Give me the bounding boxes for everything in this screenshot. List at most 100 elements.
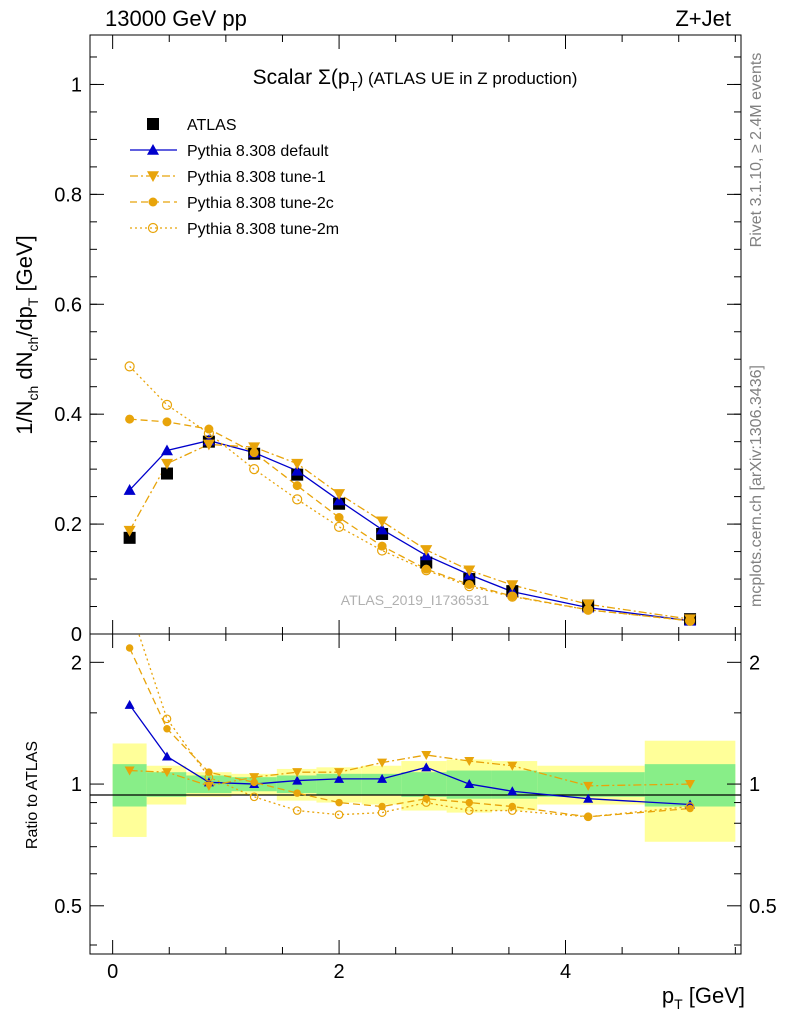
pythia-8-308-tune-1-ratio-point [464, 757, 475, 767]
pythia-8-308-tune-1-ratio-point [124, 766, 135, 776]
legend-label-pythia-8-308-tune-1: Pythia 8.308 tune-1 [187, 169, 326, 186]
mcplots-label: mcplots.cern.ch [arXiv:1306.3436] [748, 365, 765, 607]
pythia-8-308-tune-2m-ratio-point [421, 798, 431, 807]
pythia-8-308-tune-2m-ratio-point [204, 772, 214, 782]
pythia-8-308-default-ratio-point [507, 786, 518, 796]
pythia-8-308-tune-1-point [160, 458, 173, 470]
pythia-8-308-tune-2m-ratio-point [334, 810, 344, 820]
pythia-8-308-tune-2m-ratio-point [583, 812, 593, 822]
chart-title: Scalar Σ(pT) (ATLAS UE in Z production) [253, 66, 578, 94]
main-series-lines [129, 365, 691, 622]
pythia-8-308-default-ratio-point [124, 699, 135, 709]
pythia-8-308-tune-1-ratio-point [334, 768, 345, 778]
pythia-8-308-tune-2m-point [161, 399, 173, 410]
pythia-8-308-tune-1-point [376, 516, 389, 528]
main-y-tick-label: 1 [71, 74, 82, 96]
pythia-8-308-tune-1-ratio-point [203, 781, 214, 791]
legend-marker-pythia-8-308-tune-1 [147, 171, 159, 182]
ratio-y-tick-label: 0.5 [54, 896, 82, 918]
pythia-8-308-tune-2m-ratio-point [507, 806, 517, 815]
pythia-8-308-tune-2m-point [464, 581, 475, 592]
ratio-y-axis-label: Ratio to ATLAS [24, 741, 41, 849]
pythia-8-308-default-ratio-point [583, 793, 594, 803]
pythia-8-308-tune-2c-ratio-point [335, 798, 343, 807]
main-series-markers [123, 361, 697, 626]
ratio-inner-band [401, 772, 447, 797]
main-panel: 0 0.2 0.4 0.6 0.8 1 ATLAS_2019_I1736531 Scala… [12, 34, 742, 646]
pythia-8-308-tune-2m-point [583, 604, 594, 615]
x-axis-label-main: p [662, 983, 674, 1008]
pythia-8-308-tune-1-ratio-point [292, 768, 303, 778]
chart-watermark: ATLAS_2019_I1736531 [341, 592, 490, 608]
pythia-8-308-default-ratio-point [334, 773, 345, 783]
pythia-8-308-tune-2c-ratio-point [125, 644, 134, 652]
legend-marker-pythia-8-308-default [147, 144, 159, 155]
pythia-8-308-tune-1-ratio-point [583, 781, 594, 791]
pythia-8-308-default-ratio-point [377, 773, 388, 783]
main-y-tick-label: 0.2 [54, 514, 82, 536]
pythia-8-308-tune-2c-point [162, 417, 172, 427]
y-axis-label: 1/Nch dNch/dpT [GeV] [12, 235, 41, 435]
ratio-y-tick-label: 2 [71, 652, 82, 674]
pythia-8-308-tune-2c-ratio-point [378, 802, 386, 811]
ratio-panel-frame [89, 633, 742, 955]
pythia-8-308-tune-1-ratio-point [377, 758, 388, 768]
x-axis-label-unit: [GeV] [683, 983, 745, 1008]
pythia-8-308-tune-2c-point [421, 564, 431, 574]
pythia-8-308-tune-2c-ratio-point [163, 725, 171, 733]
ratio-series-markers [124, 603, 696, 822]
pythia-8-308-tune-1-point [506, 580, 519, 592]
pythia-8-308-tune-2m-line [129, 365, 691, 622]
pythia-8-308-default-ratio-point [421, 762, 432, 772]
pythia-8-308-tune-1-ratio-point [685, 780, 696, 790]
main-y-tick-label: 0.8 [54, 184, 82, 206]
atlas-point [123, 531, 136, 544]
pythia-8-308-tune-2m-ratio-point [126, 603, 134, 611]
chart-legend: ATLAS Pythia 8.308 default Pythia 8.308 tu… [130, 117, 339, 238]
pythia-8-308-tune-2m-point [684, 615, 696, 626]
pythia-8-308-tune-2m-ratio-point [464, 806, 474, 815]
pythia-8-308-tune-1-point [291, 458, 304, 470]
ratio-series-lines [129, 634, 691, 818]
legend-marker-pythia-8-308-tune-2m [147, 222, 159, 234]
x-tick-label: 2 [334, 961, 345, 983]
pythia-8-308-default-line [129, 439, 691, 622]
chart-title-suffix: ) (ATLAS UE in Z production) [358, 69, 578, 88]
pythia-8-308-tune-2m-point [249, 464, 260, 475]
ratio-y-tick-label-right: 1 [749, 774, 760, 796]
x-tick-label: 0 [107, 961, 118, 983]
pythia-8-308-tune-1-ratio-line [129, 754, 691, 787]
pythia-8-308-default-point [160, 444, 173, 456]
ratio-y-tick-label-right: 0.5 [749, 896, 777, 918]
pythia-8-308-default-point [291, 464, 304, 476]
pythia-8-308-tune-2m-point [292, 494, 303, 505]
pythia-8-308-tune-1-ratio-point [421, 750, 432, 760]
pythia-8-308-tune-2m-point [377, 545, 388, 556]
pythia-8-308-tune-2c-point [507, 591, 517, 601]
legend-marker-atlas [147, 118, 159, 130]
pythia-8-308-tune-1-ratio-point [161, 768, 172, 778]
legend-label-pythia-8-308-default: Pythia 8.308 default [187, 143, 329, 160]
pythia-8-308-tune-2c-ratio-point [465, 798, 474, 807]
legend-label-atlas: ATLAS [187, 117, 237, 134]
pythia-8-308-default-point [376, 523, 389, 535]
main-y-tick-label: 0.4 [54, 404, 82, 426]
pythia-8-308-default-point [123, 484, 136, 495]
pythia-8-308-tune-2m-point [333, 521, 345, 532]
pythia-8-308-tune-2c-point [125, 414, 135, 424]
chart-title-sub: T [350, 79, 358, 94]
pythia-8-308-tune-1-point [333, 489, 346, 500]
atlas-point [160, 467, 173, 480]
pythia-8-308-tune-2c-point [334, 512, 344, 522]
ratio-axes: 0.5 0.5 1 1 2 2 0 2 4 [54, 634, 777, 983]
pythia-8-308-default-ratio-line [129, 704, 691, 806]
pythia-8-308-tune-2m-point [421, 565, 432, 576]
x-axis-label-sub: T [674, 996, 683, 1012]
pythia-8-308-tune-2c-point [249, 448, 259, 458]
rivet-version-label: Rivet 3.1.10, ≥ 2.4M events [748, 53, 765, 248]
chart-title-prefix: Scalar Σ(p [253, 66, 350, 89]
main-y-axis: 0 0.2 0.4 0.6 0.8 1 [54, 35, 741, 646]
pythia-8-308-tune-1-point [420, 545, 433, 556]
x-axis-label: pT [GeV] [662, 983, 745, 1012]
